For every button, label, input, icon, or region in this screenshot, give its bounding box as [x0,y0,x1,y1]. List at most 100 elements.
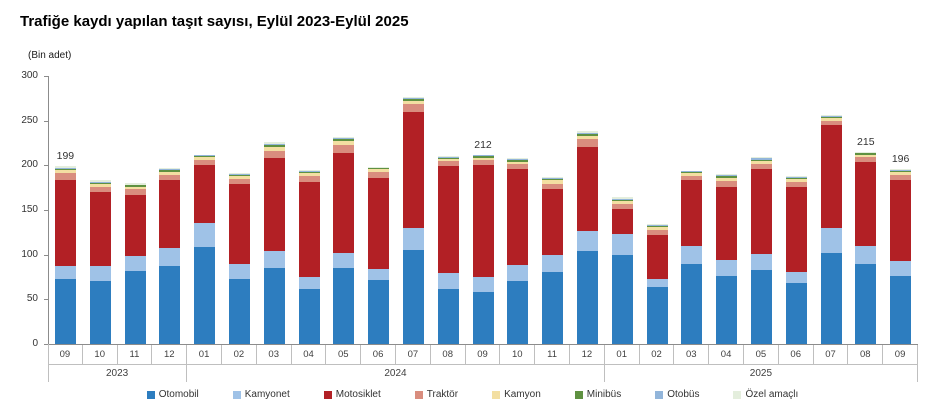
kamyon-segment [228,176,250,179]
bar-2024-03 [263,142,285,344]
otomobil-segment [263,268,285,344]
legend-item-otobus: Otobüs [655,389,699,400]
y-tick-mark [44,165,48,167]
legend-label-kamyon: Kamyon [504,389,541,400]
kamyonet-segment [472,276,494,293]
minibus-segment [54,168,76,171]
kamyon-segment [437,159,459,162]
traktor-segment [542,183,564,190]
x-axis-line [48,344,918,345]
ozel-amacli-segment [89,179,111,182]
otomobil-segment [333,268,355,344]
legend-item-motosiklet: Motosiklet [323,389,381,400]
total-label: 199 [56,150,75,163]
bar-2024-12 [576,131,598,344]
bar-2025-04 [716,174,738,344]
ozel-amacli-segment [576,131,598,133]
motosiklet-segment [542,189,564,255]
legend-swatch-otobus [655,390,664,399]
kamyonet-segment [124,256,146,271]
ozel-amacli-segment [785,176,807,177]
motosiklet-segment [194,165,216,224]
bar-2025-02 [646,224,668,344]
motosiklet-segment [228,184,250,264]
kamyonet-segment [611,234,633,255]
legend-item-kamyonet: Kamyonet [232,389,290,400]
ozel-amacli-segment [542,176,564,178]
traktor-segment [785,181,807,187]
minibus-segment [298,171,320,173]
ozel-amacli-segment [820,115,842,116]
motosiklet-segment [402,111,424,228]
y-tick-label: 0 [32,338,38,349]
traktor-segment [472,160,494,166]
y-tick-label: 300 [21,70,38,81]
kamyon-segment [159,171,181,176]
otobus-segment [437,157,459,158]
bar-2023-12 [159,168,181,344]
x-label-2024-10: 10 [500,345,536,364]
ozel-amacli-segment [750,157,772,159]
minibus-segment [472,156,494,158]
bar-2025-07 [820,115,842,344]
kamyon-segment [611,201,633,205]
bar-2025-01 [611,197,633,344]
otomobil-segment [576,251,598,344]
ozel-amacli-segment [890,168,912,170]
motosiklet-segment [820,125,842,228]
bar-2024-04 [298,169,320,344]
bar-2024-11 [542,176,564,344]
motosiklet-segment [263,158,285,252]
motosiklet-segment [611,209,633,235]
kamyon-segment [820,117,842,121]
kamyonet-segment [159,248,181,267]
otobus-segment [750,158,772,160]
ozel-amacli-segment [124,183,146,185]
legend-label-motosiklet: Motosiklet [335,389,381,400]
traktor-segment [194,160,216,166]
minibus-segment [576,134,598,136]
x-label-2025-08: 08 [848,345,884,364]
traktor-segment [333,144,355,153]
legend-item-kamyon: Kamyon [492,389,541,400]
otobus-segment [820,115,842,117]
x-label-2024-04: 04 [292,345,327,364]
bar-2024-09 [472,154,494,344]
kamyon-segment [507,161,529,164]
legend-label-kamyonet: Kamyonet [244,389,290,400]
otomobil-segment [228,278,250,344]
bar-2025-08 [855,151,877,344]
y-tick-mark [44,254,48,256]
kamyonet-segment [194,223,216,248]
otobus-segment [646,225,668,227]
kamyon-segment [333,141,355,145]
ozel-amacli-segment [611,197,633,199]
y-tick-mark [44,210,48,211]
kamyonet-segment [228,263,250,279]
minibus-segment [437,157,459,160]
minibus-segment [402,99,424,101]
traktor-segment [855,156,877,163]
legend-item-ozel-amacli: Özel amaçlı [733,389,798,400]
minibus-segment [263,145,285,147]
otobus-segment [716,175,738,177]
legend-item-otomobil: Otomobil [146,389,199,400]
legend-swatch-ozel-amacli [733,390,742,399]
legend-label-ozel-amacli: Özel amaçlı [745,389,799,400]
y-tick-label: 100 [21,248,38,260]
otomobil-segment [159,266,181,344]
x-label-2025-09: 09 [883,345,918,364]
minibus-segment [681,172,703,174]
otobus-segment [576,132,598,135]
kamyon-segment [576,135,598,139]
otomobil-segment [194,247,216,344]
otomobil-segment [855,263,877,344]
motosiklet-segment [785,186,807,273]
motosiklet-segment [298,182,320,277]
otobus-segment [785,176,807,178]
x-label-2024-06: 06 [361,345,396,364]
otobus-segment [890,169,912,171]
kamyonet-segment [368,268,390,280]
x-year-label-2024: 2024 [187,365,605,382]
otobus-segment [263,143,285,146]
